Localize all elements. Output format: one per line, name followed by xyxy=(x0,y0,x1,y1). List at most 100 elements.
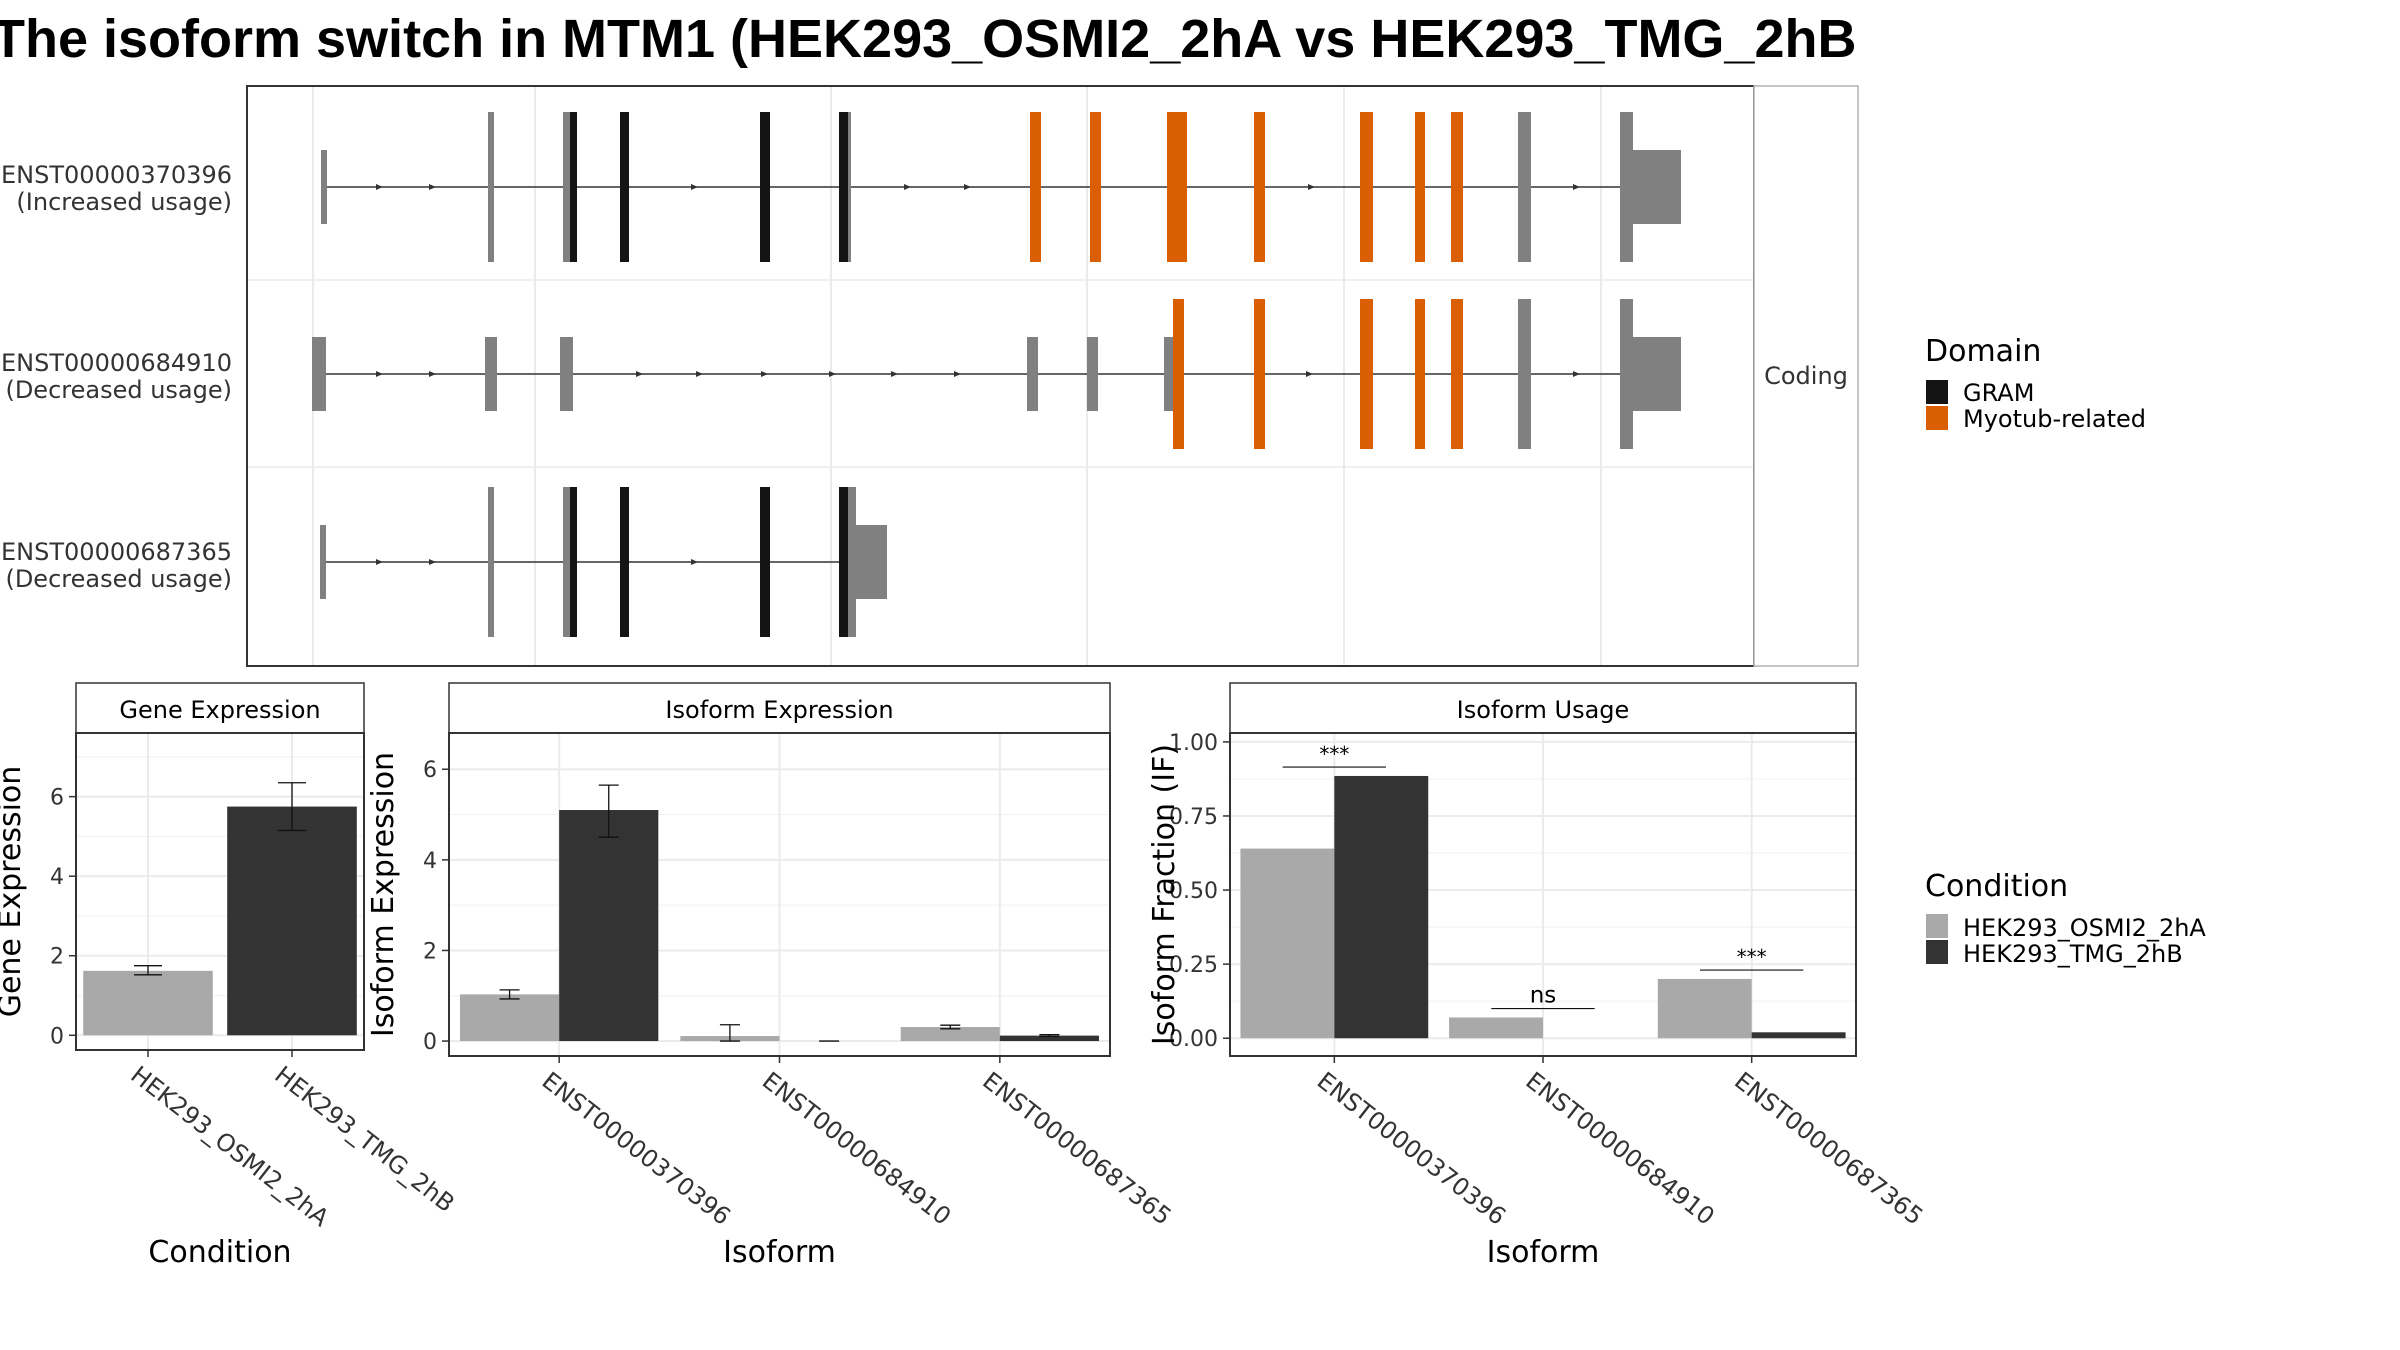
exon xyxy=(1090,112,1101,262)
y-tick-label: 0 xyxy=(423,1030,437,1055)
direction-arrow xyxy=(696,371,703,377)
exon xyxy=(620,487,629,637)
exon xyxy=(1415,112,1425,262)
legend-swatch-cond2 xyxy=(1926,940,1948,964)
direction-arrow xyxy=(904,184,911,190)
bar-ENST00000687365-2 xyxy=(1751,1032,1846,1039)
exon xyxy=(1360,299,1373,449)
exon xyxy=(839,487,849,637)
isoform-usage-strip xyxy=(1229,682,1857,734)
x-tick-label: ENST00000370396 xyxy=(1312,1067,1511,1231)
exon xyxy=(1620,299,1633,449)
exon xyxy=(1451,112,1463,262)
isoform-expression-y-title: Isoform Expression xyxy=(366,752,401,1037)
direction-arrow xyxy=(691,184,698,190)
bar-ENST00000370396-1 xyxy=(460,994,560,1042)
transcript-label-2-id: ENST00000684910 xyxy=(1,349,232,377)
exon xyxy=(1087,337,1098,411)
error-bar xyxy=(1039,1034,1060,1038)
legend-label-myotub: Myotub-related xyxy=(1963,405,2146,433)
transcript-track-2 xyxy=(312,299,1681,449)
direction-arrow xyxy=(376,184,383,190)
bar-ENST00000370396-2 xyxy=(1334,775,1429,1039)
direction-arrow xyxy=(954,371,961,377)
transcript-label-1-usage: (Increased usage) xyxy=(16,188,232,216)
exon xyxy=(1030,112,1041,262)
condition-legend-title: Condition xyxy=(1925,869,2068,904)
gene-expression-panel-border xyxy=(75,732,365,1051)
isoform-usage-panel: Isoform Usage *** ns *** 0.00 0.25 0.50 0.75 1.0… xyxy=(1147,682,1928,1270)
y-tick-label: 1.00 xyxy=(1169,731,1218,756)
transcript-label-2-usage: (Decreased usage) xyxy=(5,376,232,404)
error-bar xyxy=(598,784,619,838)
exon xyxy=(485,337,497,411)
exon xyxy=(312,337,326,411)
exon xyxy=(1027,337,1038,411)
exon xyxy=(321,150,327,224)
exon xyxy=(1518,299,1531,449)
structure-panel-border xyxy=(246,85,1755,667)
gene-expression-y-title: Gene Expression xyxy=(0,766,28,1018)
error-bar xyxy=(134,965,162,976)
gene-expression-strip-title: Gene Expression xyxy=(119,696,320,724)
bar-HEK293_TMG_2hB xyxy=(227,806,357,1036)
x-tick-label: ENST00000687365 xyxy=(1729,1067,1928,1231)
legend-swatch-gram xyxy=(1926,380,1948,404)
domain-legend-title: Domain xyxy=(1925,334,2041,369)
y-tick-label: 2 xyxy=(50,945,64,970)
transcript-track-3 xyxy=(320,487,887,637)
direction-arrow xyxy=(829,371,836,377)
error-bar xyxy=(719,1024,740,1042)
y-tick-label: 0.75 xyxy=(1169,805,1218,830)
bar-ENST00000684910-1 xyxy=(1449,1017,1543,1039)
significance-label: ns xyxy=(1530,983,1557,1009)
direction-arrow xyxy=(891,371,898,377)
exon xyxy=(1620,112,1633,262)
facet-strip xyxy=(1753,85,1859,667)
bar-ENST00000687365-1 xyxy=(900,1027,1000,1042)
significance-label: *** xyxy=(1319,742,1349,766)
exon xyxy=(620,112,629,262)
legend-label-gram: GRAM xyxy=(1963,379,2034,407)
x-tick-label: ENST00000687365 xyxy=(977,1067,1176,1231)
exon xyxy=(560,337,573,411)
legend-label-cond1: HEK293_OSMI2_2hA xyxy=(1963,914,2206,942)
direction-arrow xyxy=(429,184,436,190)
bar-ENST00000370396-1 xyxy=(1240,848,1335,1039)
direction-arrow xyxy=(376,371,383,377)
transcript-label-1-id: ENST00000370396 xyxy=(1,161,232,189)
error-bar xyxy=(940,1024,961,1030)
legend-label-cond2: HEK293_TMG_2hB xyxy=(1963,940,2183,968)
isoform-usage-y-title: Isoform Fraction (IF) xyxy=(1147,744,1182,1045)
y-tick-label: 0 xyxy=(50,1024,64,1049)
direction-arrow xyxy=(636,371,643,377)
exon xyxy=(856,525,887,599)
exon xyxy=(1633,337,1681,411)
transcript-structure-panel: Coding ENST00000370396 (Increased usage)… xyxy=(1,85,1859,667)
error-bar xyxy=(278,782,306,832)
exon xyxy=(488,487,494,637)
exon xyxy=(1451,299,1463,449)
exon xyxy=(839,112,849,262)
exon xyxy=(320,525,326,599)
legend-swatch-cond1 xyxy=(1926,914,1948,938)
direction-arrow xyxy=(964,184,971,190)
direction-arrow xyxy=(1573,184,1580,190)
y-tick-label: 0.50 xyxy=(1169,879,1218,904)
gene-expression-strip xyxy=(75,682,365,734)
transcript-tracks xyxy=(312,112,1681,637)
x-tick-label: ENST00000684910 xyxy=(1520,1067,1719,1231)
exon xyxy=(848,112,851,262)
direction-arrow xyxy=(1308,184,1315,190)
transcript-track-1 xyxy=(321,112,1681,262)
exon xyxy=(1254,112,1265,262)
exon xyxy=(570,487,577,637)
exon xyxy=(848,487,856,637)
x-tick-label: ENST00000684910 xyxy=(757,1067,956,1231)
isoform-usage-x-title: Isoform xyxy=(1487,1235,1600,1270)
transcript-labels: ENST00000370396 (Increased usage) ENST00… xyxy=(1,161,232,593)
bar-ENST00000370396-2 xyxy=(559,810,659,1042)
legend-swatch-myotub xyxy=(1926,406,1948,430)
